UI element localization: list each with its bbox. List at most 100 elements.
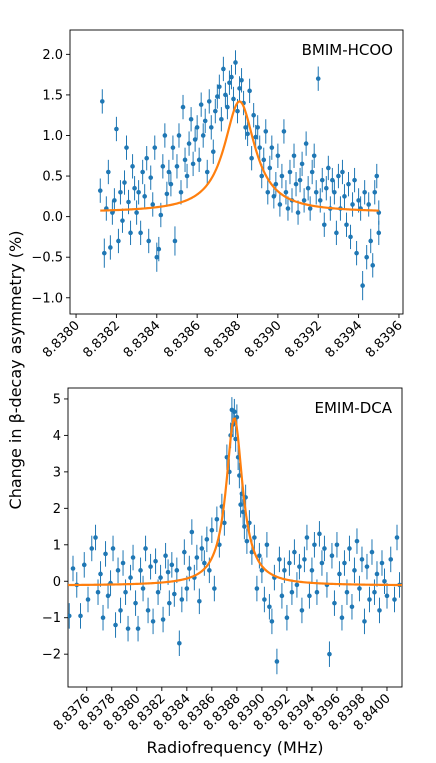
y-tick-label: −1.0 <box>31 291 63 306</box>
data-point <box>124 145 129 150</box>
x-tick-label: 8.8384 <box>121 318 164 361</box>
data-point <box>180 104 186 110</box>
data-point <box>146 238 152 244</box>
data-point <box>319 177 325 183</box>
data-point <box>202 118 208 124</box>
data-point <box>313 189 319 195</box>
data-point <box>317 198 323 203</box>
data-point <box>118 608 123 613</box>
data-point <box>170 145 176 150</box>
y-tick-label: 4 <box>53 429 61 444</box>
data-point <box>267 604 272 610</box>
data-point <box>189 529 195 535</box>
data-point <box>120 218 125 223</box>
data-point <box>202 560 207 566</box>
data-point <box>143 546 148 551</box>
data-point <box>336 173 341 179</box>
data-point <box>242 524 247 529</box>
data-point <box>362 189 367 195</box>
data-point <box>118 189 123 195</box>
data-point <box>247 88 252 94</box>
y-tick-label: 1.0 <box>42 129 63 144</box>
data-point <box>78 613 83 619</box>
data-point <box>222 520 227 526</box>
data-point <box>209 527 215 533</box>
data-point <box>81 562 87 568</box>
data-point <box>144 155 149 161</box>
data-point <box>249 155 254 161</box>
data-point <box>99 99 105 104</box>
data-point <box>339 615 345 621</box>
data-point <box>311 153 317 159</box>
data-point <box>294 582 300 588</box>
data-point <box>277 202 283 207</box>
data-point <box>85 597 91 602</box>
data-point <box>100 615 106 621</box>
data-point <box>142 194 147 199</box>
data-point <box>122 180 127 185</box>
panel-bmim-hcoo: −1.0−0.50.00.51.01.52.08.83808.83828.838… <box>31 29 406 361</box>
data-point <box>237 86 242 91</box>
data-point <box>233 60 238 65</box>
data-point <box>221 66 226 72</box>
data-point <box>321 222 327 228</box>
x-axis-label: Radiofrequency (MHz) <box>146 738 323 757</box>
y-tick-label: 5 <box>53 392 61 407</box>
data-point <box>322 546 327 551</box>
data-point <box>110 210 115 215</box>
data-point <box>125 626 131 631</box>
data-point <box>190 161 196 167</box>
data-point <box>384 593 390 599</box>
data-point <box>120 560 126 566</box>
data-point <box>140 169 145 175</box>
data-point <box>233 436 238 442</box>
x-tick-label: 8.8390 <box>242 318 285 361</box>
panel-label: BMIM-HCOO <box>302 41 393 59</box>
y-tick-label: −0.5 <box>31 251 63 266</box>
data-point <box>128 230 133 236</box>
data-point <box>184 586 190 591</box>
data-point <box>372 589 377 595</box>
data-point <box>113 622 118 628</box>
axes-frame <box>69 29 404 315</box>
data-point <box>366 202 371 207</box>
data-point <box>200 133 206 138</box>
data-point <box>182 549 187 555</box>
data-point <box>223 92 228 98</box>
x-tick-label: 8.8394 <box>323 318 366 361</box>
data-point <box>188 116 194 122</box>
data-point <box>281 129 287 134</box>
data-point <box>259 568 265 573</box>
panel-label: EMIM-DCA <box>315 399 393 417</box>
data-point <box>172 591 177 597</box>
x-tick-label: 8.8392 <box>282 318 325 361</box>
data-point <box>348 234 353 240</box>
data-point <box>304 535 310 540</box>
data-point <box>178 189 184 195</box>
data-point <box>245 131 250 137</box>
data-point <box>93 535 98 540</box>
data-point <box>291 153 297 159</box>
data-point <box>295 210 301 215</box>
data-point <box>307 206 313 211</box>
data-point <box>359 557 365 562</box>
data-point <box>135 626 141 631</box>
data-point <box>255 125 260 130</box>
data-point <box>138 230 143 236</box>
data-point <box>204 169 210 175</box>
data-point <box>267 165 273 171</box>
data-point <box>145 608 151 613</box>
data-point <box>89 546 95 551</box>
data-point <box>217 84 222 90</box>
data-point <box>126 199 131 205</box>
data-point <box>196 157 202 163</box>
data-point <box>362 619 367 624</box>
data-point <box>210 149 216 155</box>
data-point <box>251 112 256 118</box>
data-point <box>307 593 312 599</box>
data-point <box>213 108 218 114</box>
data-point <box>167 600 172 606</box>
data-point <box>261 157 267 163</box>
data-point <box>279 593 285 599</box>
